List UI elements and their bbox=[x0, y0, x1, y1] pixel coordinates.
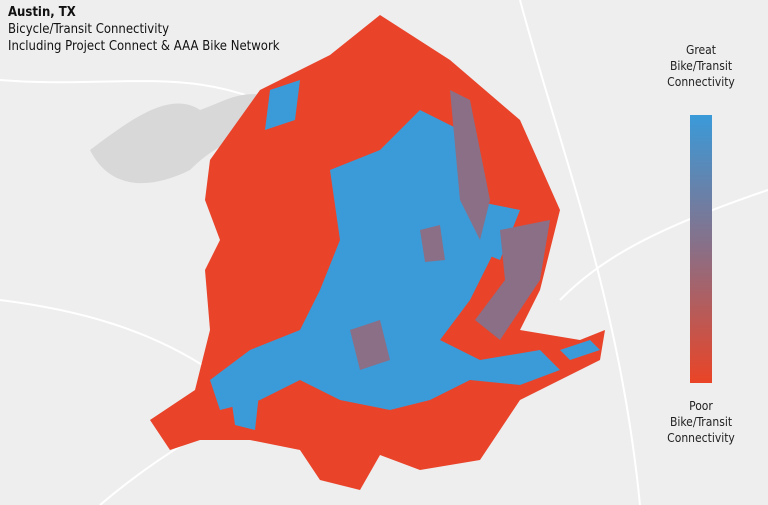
legend-label: Great bbox=[685, 43, 717, 57]
legend-bottom: Poor Bike/Transit Connectivity bbox=[651, 398, 751, 446]
legend-label: Bike/Transit bbox=[669, 415, 733, 429]
legend-label: Poor bbox=[689, 399, 713, 413]
legend-top: Great Bike/Transit Connectivity bbox=[651, 42, 751, 90]
legend-bar bbox=[690, 115, 712, 383]
title-block: Austin, TX Bicycle/Transit Connectivity In… bbox=[8, 4, 280, 55]
title-line: Including Project Connect & AAA Bike Net… bbox=[8, 39, 280, 54]
legend-label: Bike/Transit bbox=[669, 59, 733, 73]
title-line: Bicycle/Transit Connectivity bbox=[8, 22, 169, 37]
mid-connectivity bbox=[350, 90, 550, 370]
legend-label: Connectivity bbox=[667, 75, 735, 89]
legend-label: Connectivity bbox=[667, 431, 735, 445]
title-line: Austin, TX bbox=[8, 5, 76, 20]
